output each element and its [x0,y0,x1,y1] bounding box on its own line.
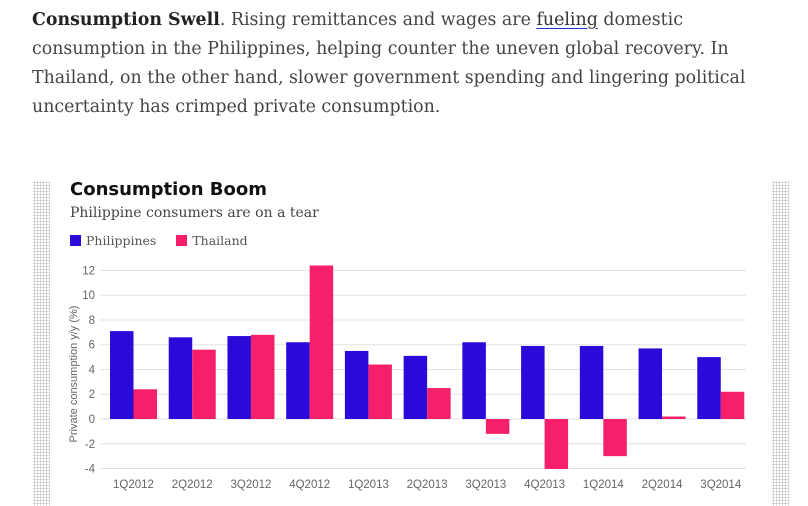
bar-thailand-1q2012 [133,389,157,419]
x-tick-label: 2Q2013 [407,479,448,491]
legend-item-philippines: Philippines [70,233,156,248]
fueling-link[interactable]: fueling [536,10,598,30]
article-paragraph: Consumption Swell. Rising remittances an… [32,6,792,122]
chart-subtitle: Philippine consumers are on a tear [70,205,319,221]
x-tick-label: 3Q2012 [230,479,271,491]
y-tick-label: 8 [89,315,95,327]
x-tick-label: 2Q2012 [172,479,213,491]
y-axis-label: Private consumption y/y (%) [68,306,80,443]
bar-philippines-2q2013 [403,355,428,419]
x-tick-label: 2Q2014 [642,479,684,491]
y-tick-label: 2 [89,389,95,401]
legend-swatch-philippines [70,235,81,246]
bar-philippines-2q2014 [638,348,663,419]
legend-label-thailand: Thailand [192,233,248,248]
decorative-dot-pattern-right [772,181,789,506]
decorative-dot-pattern-left [33,181,50,506]
bar-philippines-1q2012 [110,331,134,419]
x-tick-label: 3Q2014 [700,479,742,491]
legend-item-thailand: Thailand [176,233,248,248]
bar-thailand-3q2014 [720,391,745,419]
bar-thailand-4q2013 [544,419,569,469]
paragraph-text-start: . Rising remittances and wages are [219,10,537,30]
bar-philippines-3q2012 [227,336,251,419]
bar-thailand-2q2014 [662,416,686,419]
legend-swatch-thailand [176,235,188,246]
y-tick-label: 0 [89,414,95,426]
bar-philippines-1q2014 [579,345,604,419]
bar-thailand-2q2012 [192,349,216,419]
y-tick-label: 10 [82,290,95,302]
chart-title: Consumption Boom [70,179,267,200]
bar-thailand-2q2013 [427,388,451,419]
bar-philippines-1q2013 [344,350,369,419]
paragraph-text-end: domestic consumption in the Philippines,… [32,10,746,117]
bar-philippines-2q2012 [168,337,193,419]
bar-thailand-3q2012 [250,334,275,419]
x-tick-label: 4Q2012 [289,479,330,491]
y-tick-label: 4 [89,364,96,376]
paragraph-lead: Consumption Swell [32,10,220,30]
y-tick-label: -2 [85,439,95,451]
x-tick-label: 1Q2013 [348,479,389,491]
y-tick-label: -4 [85,464,96,476]
x-tick-label: 1Q2012 [113,479,154,491]
bar-thailand-1q2013 [368,364,392,419]
bar-thailand-1q2014 [603,419,627,457]
bar-philippines-4q2013 [521,345,545,419]
x-tick-label: 4Q2013 [524,479,565,491]
bar-thailand-3q2013 [485,419,510,434]
bar-thailand-4q2012 [309,265,334,419]
bar-philippines-3q2014 [697,357,721,419]
bar-philippines-3q2013 [462,342,486,419]
chart-legend: Philippines Thailand [70,233,248,248]
legend-label-philippines: Philippines [86,233,157,248]
y-tick-label: 6 [89,340,95,352]
bar-philippines-4q2012 [286,342,310,419]
x-tick-label: 3Q2013 [465,479,506,491]
y-tick-label: 12 [82,265,95,277]
x-tick-label: 1Q2014 [583,479,625,491]
